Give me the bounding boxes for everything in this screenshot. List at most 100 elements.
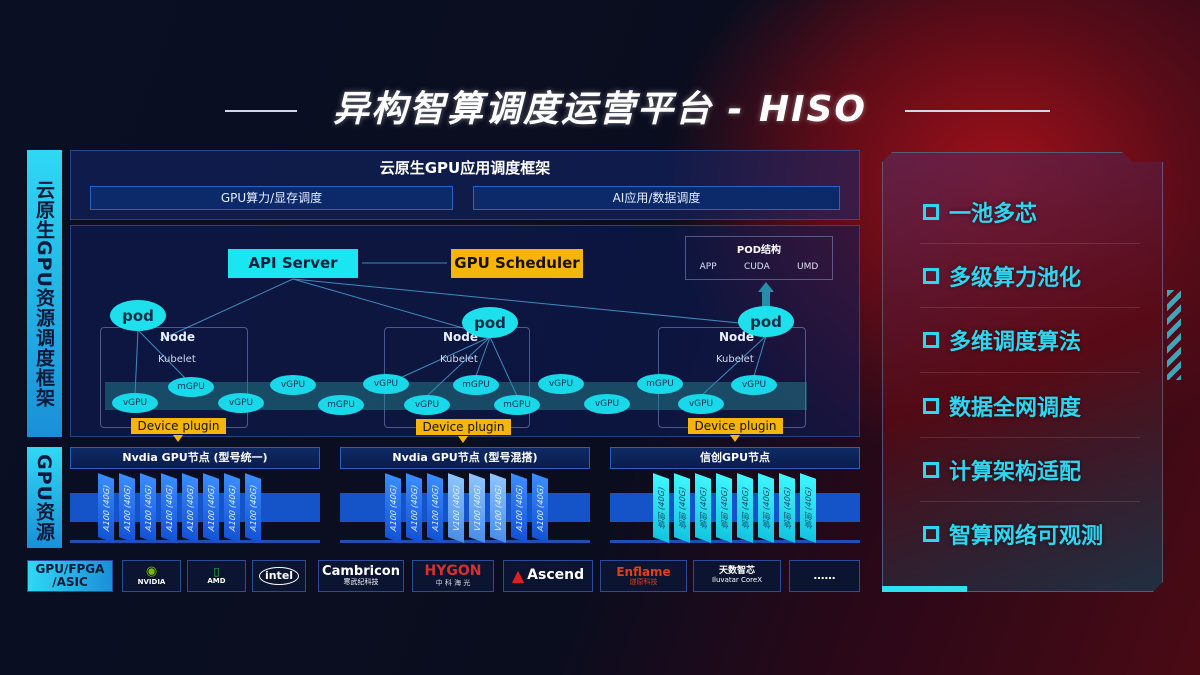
ascend-logo-icon: ▲ [511,566,525,586]
gpu-instance: vGPU [112,393,158,413]
feature-item: 多级算力池化 [923,260,1081,292]
gpu-card: A100 (40G) [427,473,443,543]
gpu-instance: vGPU [584,394,630,414]
vendor-enflame: Enflame 燧原科技 [600,560,687,592]
node-label: Node [160,330,196,344]
feature-item: 智算网络可观测 [923,518,1103,550]
gpu-card-label: A100 (40G) [101,483,111,533]
vendor-intel: intel [252,560,306,592]
ai-data-scheduling: AI应用/数据调度 [473,186,840,210]
kubelet-label: Kubelet [440,354,478,365]
kubelet-label: Kubelet [158,354,196,365]
gpu-instance: mGPU [453,375,499,395]
pod-structure-arrow [758,282,774,308]
gpu-card-label: A100 (40G) [227,483,237,533]
feature-divider [920,501,1140,502]
gpu-card-label: 信创 (40G) [761,485,771,531]
resources-side-label: GPU资源 [27,447,62,548]
feature-divider [920,437,1140,438]
vendor-ascend: ▲ Ascend [503,560,593,592]
gpu-card: A100 (40G) [119,473,135,543]
node-label: Node [443,330,479,344]
gpu-card: A100 (40G) [140,473,156,543]
feature-item: 计算架构适配 [923,454,1081,486]
gpu-instance: mGPU [318,395,364,415]
pod-structure-box: POD结构 APP CUDA UMD [685,236,833,280]
gpu-card-label: V100 (40G) [472,483,482,533]
gpu-instance: vGPU [538,374,584,394]
gpu-card: A100 (40G) [511,473,527,543]
gpu-card-label: A100 (40G) [388,483,398,533]
pod-umd: UMD [797,262,819,272]
gpu-card: 信创 (40G) [758,473,774,543]
vendor-category-label: GPU/FPGA /ASIC [27,560,113,592]
vendor-hygon: HYGON 中 科 海 光 [412,560,494,592]
panel-accent-bottom [882,586,967,592]
device-plugin-2: Device plugin [416,419,511,435]
gpu-instance: vGPU [218,393,264,413]
gpu-card: 信创 (40G) [653,473,669,543]
gpu-card: A100 (40G) [245,473,261,543]
nvidia-eye-icon: ◉ [145,564,158,579]
feature-item: 多维调度算法 [923,324,1081,356]
pod-2: pod [462,307,518,338]
framework-header: 云原生GPU应用调度框架 [379,159,551,177]
pod-structure-title: POD结构 [736,245,782,256]
device-plugin-3: Device plugin [688,418,783,434]
gpu-node-base-3 [610,540,860,543]
gpu-card-label: A100 (40G) [185,483,195,533]
features-panel [882,152,1163,592]
amd-chip-icon: ▯ [213,565,220,579]
gpu-node-bar-3 [610,493,860,522]
gpu-card-label: A100 (40G) [514,483,524,533]
gpu-card: V100 (40G) [469,473,485,543]
vendor-amd: ▯ AMD [187,560,246,592]
gpu-card-label: A100 (40G) [164,483,174,533]
gpu-card-label: A100 (40G) [409,483,419,533]
gpu-card-label: 信创 (40G) [656,485,666,531]
page-title: 异构智算调度运营平台 - HISO [332,89,868,130]
gpu-card-label: V100 (40G) [493,483,503,533]
gpu-node-base-2 [340,540,590,543]
checkbox-icon [923,462,939,478]
gpu-compute-scheduling: GPU算力/显存调度 [90,186,453,210]
vendor-more: …… [789,560,860,592]
gpu-card-label: A100 (40G) [248,483,258,533]
pod-3: pod [738,306,794,337]
gpu-card-label: 信创 (40G) [740,485,750,531]
gpu-card-label: 信创 (40G) [677,485,687,531]
checkbox-icon [923,526,939,542]
feature-divider [920,372,1140,373]
feature-item: 一池多芯 [923,196,1037,228]
gpu-card: 信创 (40G) [800,473,816,543]
framework-side-label: 云原生GPU资源调度框架 [27,150,62,437]
gpu-card-label: A100 (40G) [122,483,132,533]
checkbox-icon [923,332,939,348]
gpu-scheduler-box: GPU Scheduler [451,249,583,278]
title-decoration-right [905,110,1050,112]
gpu-instance: mGPU [168,377,214,397]
gpu-card: 信创 (40G) [674,473,690,543]
gpu-card-label: 信创 (40G) [782,485,792,531]
pod-1: pod [110,300,166,331]
kubelet-label: Kubelet [716,354,754,365]
gpu-card: A100 (40G) [98,473,114,543]
gpu-node-bar-2 [340,493,590,522]
vendor-cambricon: Cambricon 寒武纪科技 [318,560,404,592]
gpu-card: 信创 (40G) [737,473,753,543]
gpu-card-label: A100 (40G) [535,483,545,533]
gpu-card: A100 (40G) [161,473,177,543]
gpu-card-label: A100 (40G) [206,483,216,533]
gpu-instance: vGPU [270,375,316,395]
feature-divider [920,243,1140,244]
gpu-card: A100 (40G) [182,473,198,543]
panel-stripes [1167,290,1181,380]
title-decoration-left [225,110,297,112]
gpu-instance: vGPU [731,375,777,395]
node-label: Node [719,330,755,344]
feature-divider [920,307,1140,308]
gpu-card-label: 信创 (40G) [698,485,708,531]
gpu-card-label: A100 (40G) [430,483,440,533]
gpu-card-label: V100 (40G) [451,483,461,533]
